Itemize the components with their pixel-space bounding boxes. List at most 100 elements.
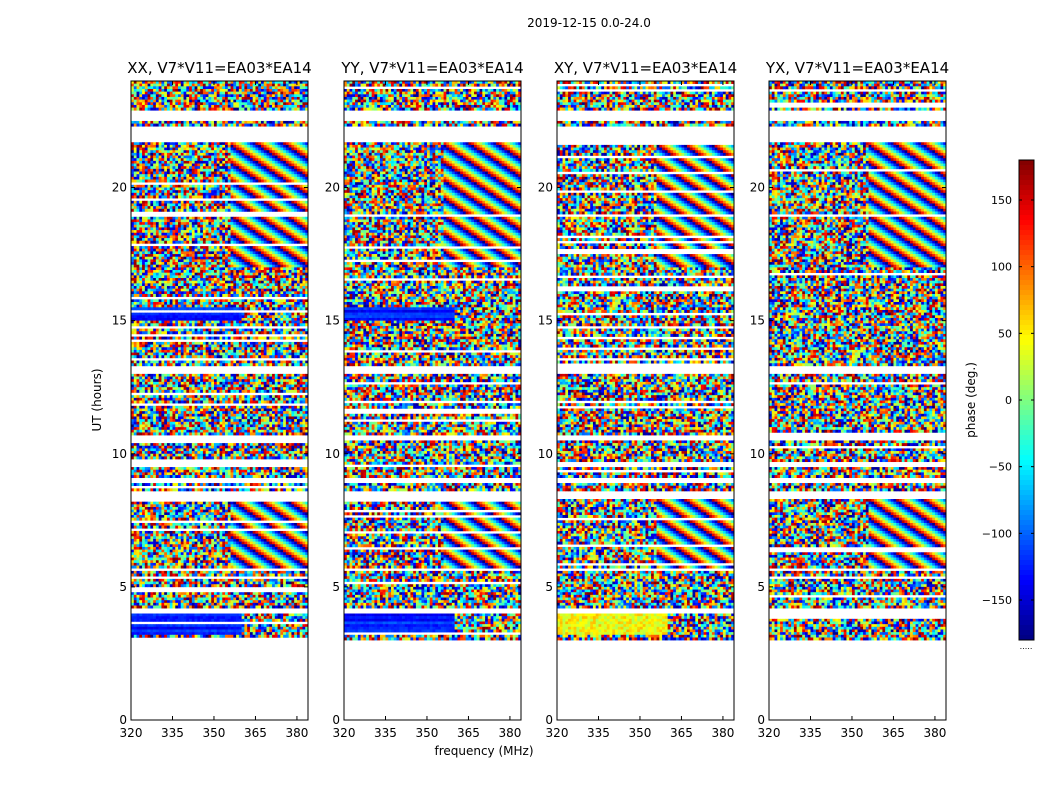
heatmap-cell xyxy=(283,184,287,188)
heatmap-cell xyxy=(247,179,251,183)
heatmap-cell xyxy=(155,317,159,321)
heatmap-cell xyxy=(280,328,284,332)
heatmap-cell xyxy=(274,81,278,84)
heatmap-cell xyxy=(147,150,151,154)
heatmap-cell xyxy=(249,270,253,273)
heatmap-cell xyxy=(266,142,270,146)
heatmap-cell xyxy=(269,256,273,260)
heatmap-cell xyxy=(230,203,234,207)
heatmap-cell xyxy=(208,104,212,108)
heatmap-cell xyxy=(155,83,159,87)
heatmap-cell xyxy=(211,102,215,106)
heatmap-cell xyxy=(236,235,240,239)
heatmap-cell xyxy=(277,176,281,180)
heatmap-cell xyxy=(172,147,176,151)
heatmap-cell xyxy=(277,291,281,295)
heatmap-cell xyxy=(236,179,240,183)
heatmap-cell xyxy=(147,168,151,172)
heatmap-cell xyxy=(277,168,281,172)
heatmap-cell xyxy=(191,192,195,196)
heatmap-cell xyxy=(285,96,289,100)
heatmap-cell xyxy=(260,254,265,258)
heatmap-cell xyxy=(202,144,206,148)
heatmap-cell xyxy=(205,91,209,95)
heatmap-cell xyxy=(302,203,306,207)
heatmap-cell xyxy=(291,336,295,340)
heatmap-cell xyxy=(133,102,137,106)
heatmap-cell xyxy=(302,190,306,194)
heatmap-cell xyxy=(260,238,265,242)
heatmap-cell xyxy=(211,294,215,297)
heatmap-cell xyxy=(247,174,251,178)
heatmap-cell xyxy=(197,320,201,324)
heatmap-cell xyxy=(230,275,234,279)
heatmap-cell xyxy=(285,222,289,226)
heatmap-cell xyxy=(194,174,198,178)
heatmap-cell xyxy=(233,291,237,295)
heatmap-cell xyxy=(191,155,195,159)
heatmap-cell xyxy=(158,259,162,263)
heatmap-cell xyxy=(216,259,220,263)
heatmap-cell xyxy=(183,86,187,90)
heatmap-cell xyxy=(136,152,140,156)
heatmap-cell xyxy=(236,94,240,98)
heatmap-cell xyxy=(133,259,137,263)
heatmap-cell xyxy=(150,107,154,111)
heatmap-cell xyxy=(219,171,223,175)
heatmap-cell xyxy=(144,280,148,284)
heatmap-cell xyxy=(216,104,220,108)
heatmap-cell xyxy=(161,216,165,220)
heatmap-cell xyxy=(213,286,218,289)
heatmap-cell xyxy=(161,307,165,311)
heatmap-cell xyxy=(291,286,295,289)
heatmap-cell xyxy=(283,238,287,242)
heatmap-cell xyxy=(269,166,273,170)
heatmap-cell xyxy=(216,240,220,244)
heatmap-cell xyxy=(283,86,287,90)
heatmap-cell xyxy=(172,102,176,106)
heatmap-cell xyxy=(302,299,306,303)
heatmap-cell xyxy=(285,301,289,305)
heatmap-cell xyxy=(249,301,253,305)
heatmap-cell xyxy=(136,88,140,92)
heatmap-cell xyxy=(247,120,251,124)
heatmap-cell xyxy=(299,155,303,159)
heatmap-cell xyxy=(169,102,173,106)
heatmap-cell xyxy=(291,150,295,154)
heatmap-cell xyxy=(280,94,284,98)
heatmap-cell xyxy=(272,288,276,292)
heatmap-cell xyxy=(158,206,162,210)
heatmap-cell xyxy=(252,107,256,111)
heatmap-cell xyxy=(131,120,135,124)
heatmap-cell xyxy=(249,267,253,271)
heatmap-cell xyxy=(299,283,303,287)
heatmap-cell xyxy=(288,91,292,95)
heatmap-cell xyxy=(202,323,206,327)
heatmap-cell xyxy=(194,320,198,324)
heatmap-cell xyxy=(302,251,306,255)
heatmap-cell xyxy=(155,107,159,111)
heatmap-cell xyxy=(131,216,135,220)
heatmap-cell xyxy=(205,176,209,180)
heatmap-cell xyxy=(180,179,184,183)
heatmap-cell xyxy=(164,307,168,311)
heatmap-cell xyxy=(178,331,182,335)
heatmap-cell xyxy=(186,184,190,188)
heatmap-cell xyxy=(258,206,262,210)
heatmap-cell xyxy=(142,222,146,226)
heatmap-cell xyxy=(158,81,162,84)
heatmap-cell xyxy=(213,150,218,154)
heatmap-cell xyxy=(244,152,248,156)
heatmap-cell xyxy=(302,312,306,316)
heatmap-cell xyxy=(296,123,301,127)
heatmap-cell xyxy=(133,171,137,175)
heatmap-cell xyxy=(244,123,248,127)
heatmap-cell xyxy=(305,208,308,212)
heatmap-cell xyxy=(172,270,176,273)
heatmap-cell xyxy=(244,187,248,191)
heatmap-cell xyxy=(155,190,159,194)
heatmap-cell xyxy=(213,155,218,159)
heatmap-cell xyxy=(230,262,234,266)
heatmap-cell xyxy=(197,267,201,271)
heatmap-cell xyxy=(238,192,242,196)
